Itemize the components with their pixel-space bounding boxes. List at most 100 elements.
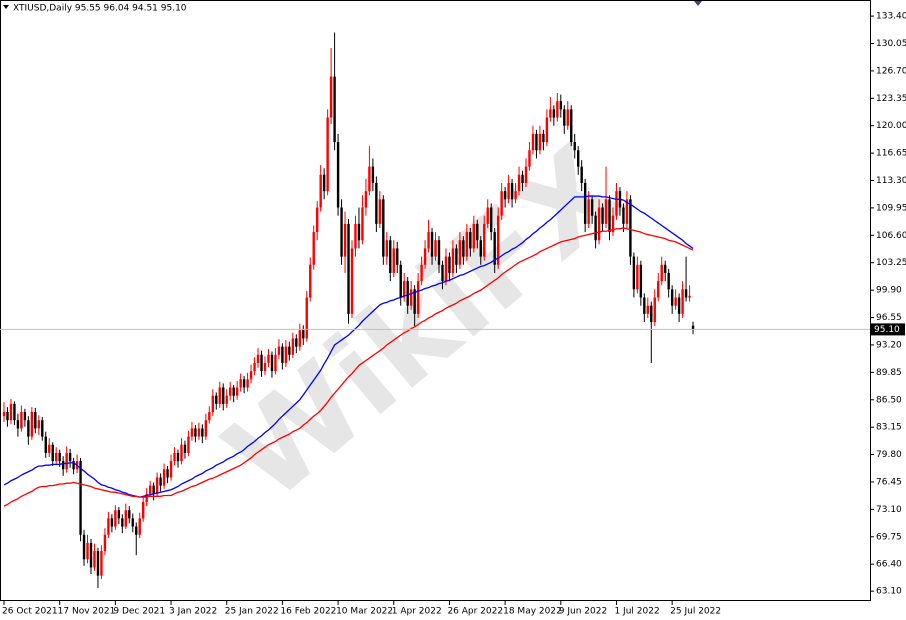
- candle-body: [563, 109, 566, 126]
- candle-body: [128, 510, 131, 519]
- candle-body: [580, 166, 583, 183]
- candle-body: [274, 354, 277, 372]
- candle-body: [208, 412, 211, 421]
- candle-body: [329, 76, 333, 118]
- candle-body: [416, 281, 420, 314]
- candle-body: [218, 387, 221, 404]
- candle-body: [361, 207, 364, 241]
- candle-body: [486, 207, 489, 224]
- y-tick-label: 126.70: [876, 66, 906, 76]
- candle-body: [61, 461, 65, 470]
- candle-body: [159, 477, 162, 486]
- candle-body: [556, 101, 559, 118]
- candle-body: [483, 223, 486, 257]
- candle-body: [583, 182, 587, 224]
- candle-body: [86, 542, 89, 560]
- candle-body: [121, 518, 124, 527]
- candle-body: [55, 452, 58, 462]
- y-tick-label: 116.65: [876, 149, 906, 159]
- candle-body: [437, 240, 441, 265]
- candle-body: [476, 223, 479, 241]
- x-tick-label: 10 Mar 2022: [336, 607, 393, 617]
- candle-body: [490, 207, 493, 233]
- candle-body: [552, 109, 556, 118]
- candle-body: [684, 289, 688, 298]
- candle-body: [399, 264, 402, 298]
- candle-body: [135, 526, 138, 535]
- candle-body: [636, 264, 639, 290]
- candle-body: [643, 297, 646, 314]
- last-price-label: 95.10: [874, 325, 900, 335]
- candle-body: [368, 166, 371, 192]
- candle-body: [253, 362, 256, 372]
- candle-body: [604, 199, 608, 224]
- candle-body: [155, 477, 159, 494]
- x-tick-label: 25 Jul 2022: [670, 607, 721, 617]
- candle-body: [496, 215, 500, 265]
- candle-body: [190, 428, 194, 437]
- candle-body: [611, 215, 615, 233]
- candle-body: [441, 264, 444, 282]
- x-tick-label: 16 Feb 2022: [280, 607, 336, 617]
- candle-body: [608, 199, 611, 233]
- candle-body: [23, 412, 27, 421]
- candle-body: [570, 109, 573, 143]
- candle-body: [142, 502, 145, 519]
- candle-body: [44, 436, 47, 453]
- candle-body: [531, 133, 535, 151]
- y-tick-label: 120.00: [876, 121, 906, 131]
- y-tick-label: 113.30: [876, 176, 906, 186]
- y-tick-label: 69.75: [876, 532, 902, 542]
- candle-body: [434, 240, 437, 257]
- candle-body: [510, 182, 514, 200]
- x-tick-label: 9 Jun 2022: [559, 607, 607, 617]
- x-tick-label: 1 Jul 2022: [614, 607, 659, 617]
- candle-body: [336, 142, 340, 208]
- candle-body: [2, 412, 6, 417]
- candle-body: [521, 174, 524, 183]
- candle-body: [183, 444, 187, 453]
- candle-body: [229, 387, 232, 396]
- candle-body: [246, 379, 249, 388]
- candle-body: [138, 518, 141, 535]
- candle-body: [653, 297, 656, 323]
- candle-body: [305, 297, 308, 339]
- candle-body: [110, 518, 114, 527]
- menu-arrow: [3, 5, 9, 9]
- candle-body: [444, 256, 448, 282]
- candle-body: [528, 150, 531, 167]
- candle-body: [82, 534, 86, 560]
- candle-body: [319, 174, 322, 208]
- candle-body: [166, 469, 169, 478]
- candle-body: [625, 199, 629, 224]
- candle-body: [573, 142, 576, 151]
- candle-body: [430, 232, 434, 257]
- candle-body: [79, 461, 82, 535]
- candle-body: [270, 354, 274, 372]
- chart-shift-marker: [694, 1, 702, 6]
- candle-body: [420, 264, 423, 282]
- candle-body: [340, 207, 343, 257]
- candle-body: [326, 117, 329, 192]
- candle-body: [378, 199, 382, 224]
- candle-body: [16, 420, 20, 429]
- moving-average-line: [3, 195, 694, 498]
- x-tick-label: 18 May 2022: [503, 607, 562, 617]
- candle-body: [13, 403, 16, 421]
- candle-body: [242, 379, 246, 388]
- candle-body: [615, 191, 618, 216]
- candle-body: [215, 395, 218, 404]
- candle-body: [375, 182, 378, 224]
- candle-body: [382, 199, 385, 257]
- candle-body: [503, 191, 507, 200]
- candle-body: [316, 207, 319, 233]
- x-tick-label: 17 Nov 2021: [58, 607, 116, 617]
- candle-body: [517, 174, 521, 192]
- candle-body: [389, 240, 392, 273]
- candle-body: [298, 330, 301, 347]
- y-tick-label: 106.60: [876, 231, 906, 241]
- candle-body: [263, 362, 267, 372]
- y-tick-label: 63.10: [876, 587, 902, 597]
- candle-body: [103, 534, 107, 552]
